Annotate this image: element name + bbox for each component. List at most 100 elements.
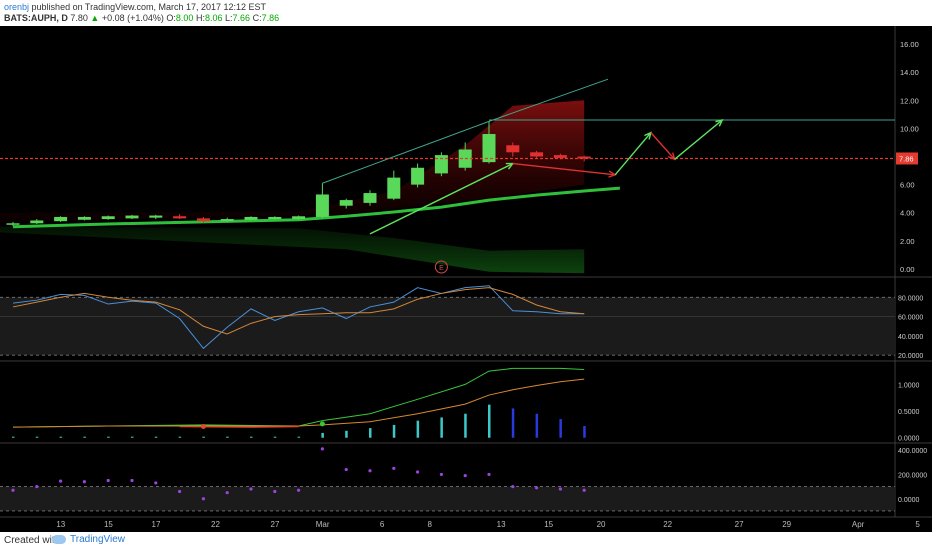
x-tick-label: 6: [380, 520, 385, 529]
macd-histogram-bar: [250, 436, 253, 438]
stoch-k-line: [12, 285, 585, 350]
macd-histogram-bar: [154, 436, 158, 438]
x-tick-label: Apr: [852, 520, 865, 529]
open-value: 8.00: [175, 13, 194, 23]
macd-histogram-bar: [226, 436, 229, 438]
earnings-marker-icon: [434, 260, 448, 274]
cci-point: [201, 497, 205, 501]
macd-histogram-bar: [35, 436, 39, 438]
macd-histogram-bar: [59, 436, 63, 438]
arrow-up-green-2: [614, 132, 652, 176]
macd-histogram-bar: [369, 428, 372, 438]
created-with-text: Created with: [4, 535, 61, 546]
cci-band: [0, 486, 895, 511]
price-panel[interactable]: E: [0, 78, 895, 274]
price-tick-label: 12.00: [900, 96, 919, 105]
x-tick-label: 20: [597, 520, 606, 529]
stochastic-panel[interactable]: [0, 285, 895, 356]
upper-band-cloud: [0, 100, 585, 223]
macd-tick-label: 1.0000: [898, 382, 920, 389]
macd-histogram-bar: [559, 419, 562, 438]
macd-histogram-bar: [131, 436, 134, 438]
price-tick-label: 0.00: [900, 265, 915, 274]
grid: [0, 26, 932, 518]
channel-lower-line: [322, 120, 490, 184]
price-tag-box: [896, 152, 918, 165]
macd-histogram-bar: [511, 408, 515, 438]
ohlc-line: BATS:AUPH, D 7.80 ▲ +0.08 (+1.04%) O:8.0…: [4, 13, 279, 24]
macd-histogram-bar: [535, 413, 539, 438]
arrow-up-green-3: [674, 119, 723, 160]
candle-body: [6, 223, 20, 225]
macd-histogram-bar: [202, 436, 205, 438]
candle-body: [220, 219, 234, 222]
candle-body: [77, 216, 91, 220]
cci-point: [82, 480, 86, 484]
candle-body: [553, 155, 567, 158]
candle-body: [173, 216, 187, 219]
x-tick-label: 15: [544, 520, 553, 529]
price-tick-label: 4.00: [900, 209, 915, 218]
arrow-up-green-3-head: [715, 118, 724, 127]
price-tick-label: 6.00: [900, 181, 915, 190]
stoch-tick-label: 40.0000: [898, 334, 923, 341]
cci-point: [320, 447, 324, 451]
macd-histogram-bar: [321, 432, 324, 438]
macd-histogram-bar: [107, 436, 110, 438]
candle-body: [54, 216, 68, 222]
arrow-down-red: [512, 162, 616, 176]
price-tick-label: 14.00: [900, 68, 919, 77]
macd-tick-label: 0.5000: [898, 409, 920, 416]
footer: Created with TradingView: [0, 532, 932, 550]
cci-tick-label: 200.0000: [898, 472, 927, 479]
candle-body: [577, 156, 591, 159]
low-value: 7.66: [232, 13, 251, 23]
candle-body: [363, 193, 377, 203]
x-tick-label: 29: [782, 520, 791, 529]
signal-line: [12, 378, 585, 428]
axes: 13 15 17 22 27 Mar 6 8 13 15 20 22 27 29 Apr 5 0.00 2.00 4…: [56, 40, 927, 529]
chart-canvas[interactable]: E 13 15 17 22 27 Mar 6 8 13 15 20 22 27 29 Apr 5 0.00 2.0…: [0, 26, 932, 532]
candle-body: [315, 194, 329, 217]
cci-panel[interactable]: [0, 447, 895, 512]
cci-point: [558, 487, 563, 491]
macd-histogram-bar: [416, 420, 420, 438]
tradingview-logo-icon: [52, 534, 66, 544]
cci-point: [392, 466, 396, 470]
macd-histogram-bar: [12, 436, 15, 438]
earnings-marker-label: E: [439, 265, 444, 272]
macd-histogram-bar: [583, 426, 586, 438]
stoch-tick-label: 60.0000: [898, 315, 923, 322]
x-tick-label: Mar: [316, 520, 330, 529]
candle-body: [292, 216, 306, 220]
price-tick-label: 10.00: [900, 124, 919, 133]
candle-body: [434, 155, 448, 174]
x-tick-label: 13: [56, 520, 65, 529]
low-label: L:: [225, 13, 233, 23]
macd-histogram-bar: [345, 430, 348, 438]
cci-point: [416, 470, 420, 474]
macd-histogram-bar: [440, 417, 443, 438]
close-value: 7.86: [261, 13, 280, 23]
cci-point: [178, 489, 182, 494]
macd-cross-dot-green: [319, 421, 325, 427]
author-link[interactable]: orenbj: [4, 2, 30, 12]
price-change: +0.08 (+1.04%): [101, 13, 164, 23]
stoch-band: [0, 297, 895, 356]
macd-histogram-bar: [273, 436, 277, 438]
macd-panel[interactable]: [12, 367, 586, 438]
cci-tick-label: 400.0000: [898, 448, 927, 455]
cci-point: [273, 489, 277, 494]
macd-tick-label: 0.0000: [898, 436, 920, 443]
tradingview-link[interactable]: TradingView: [52, 534, 125, 545]
cci-point: [249, 487, 253, 491]
candle-body: [101, 216, 115, 220]
price-tag-label: 7.86: [899, 154, 914, 163]
macd-histogram-bar: [464, 413, 467, 438]
macd-cross-red: [179, 425, 299, 428]
cci-point: [344, 467, 348, 472]
price-tick-label: 16.00: [900, 40, 919, 49]
candle-body: [387, 177, 401, 199]
candle-body: [125, 215, 139, 219]
channel-upper-line: [488, 78, 609, 122]
